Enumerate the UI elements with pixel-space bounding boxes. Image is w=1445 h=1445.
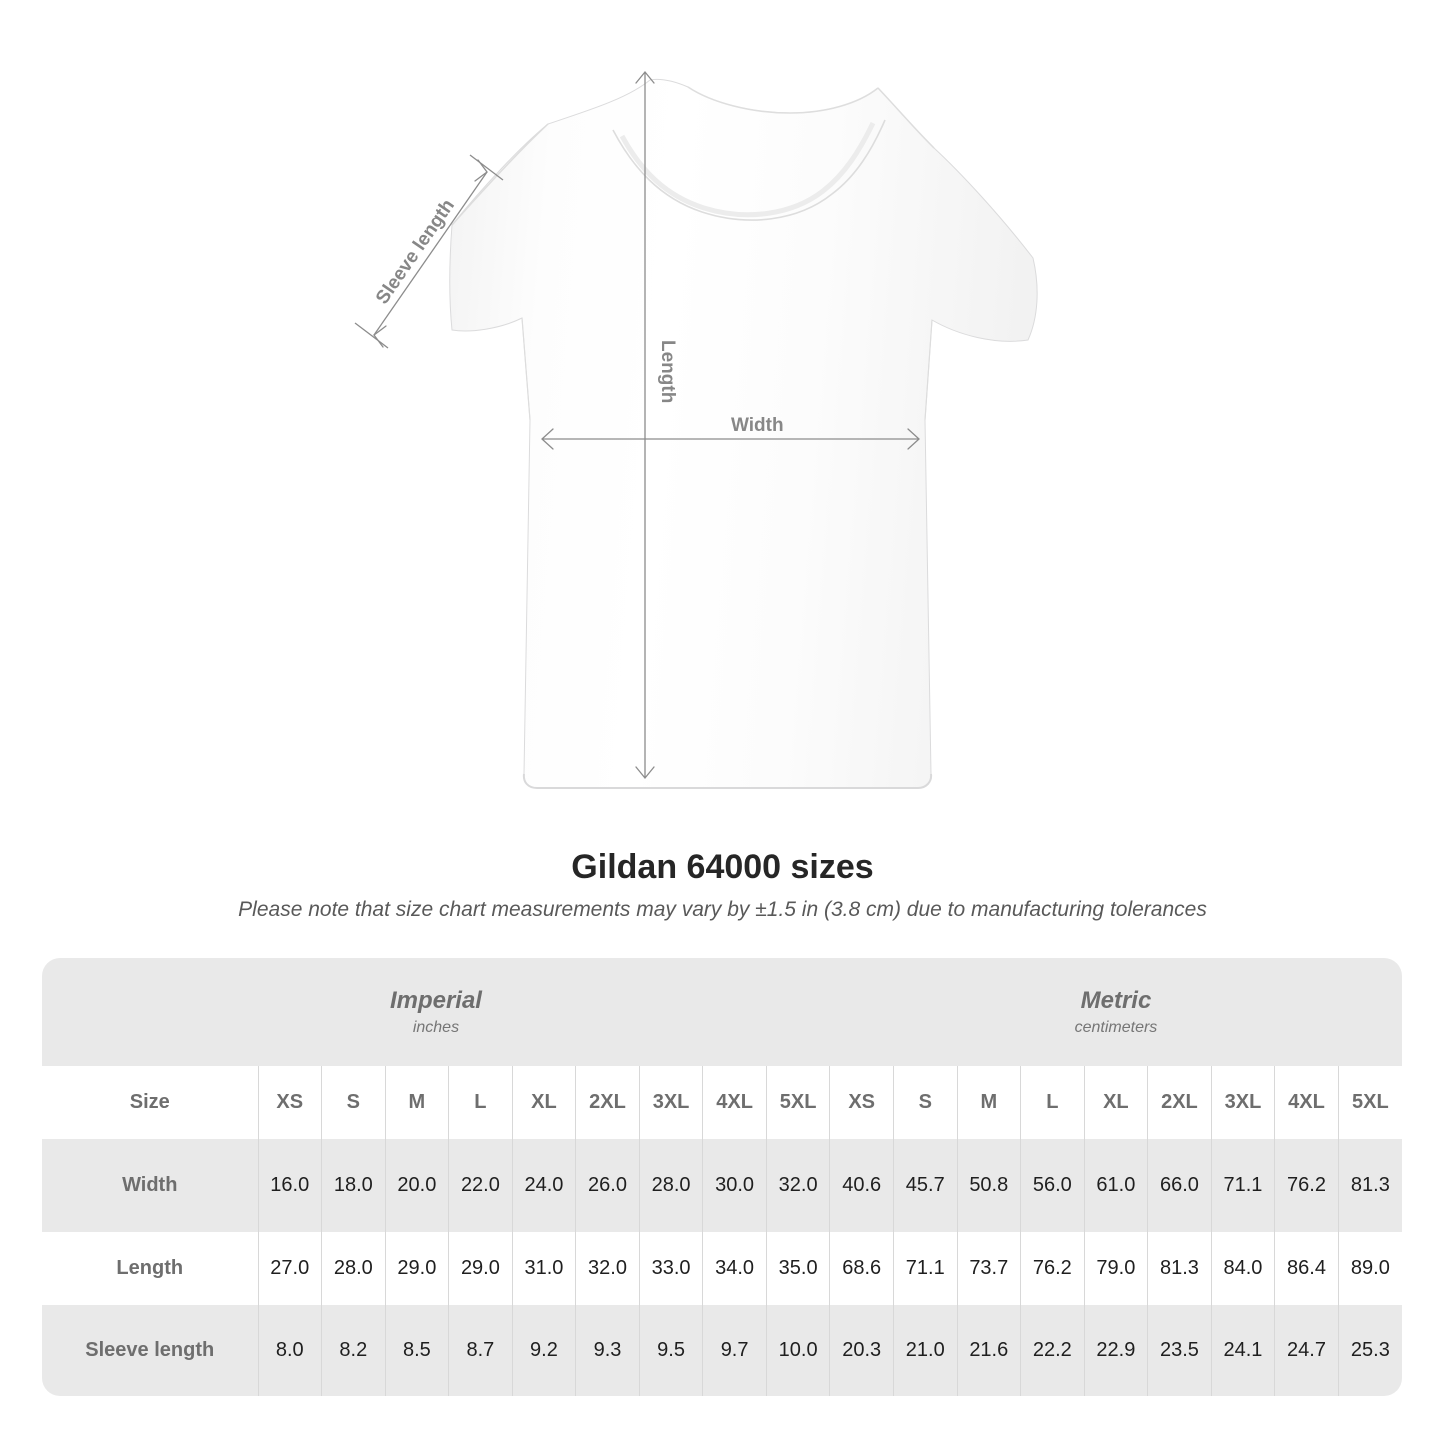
svg-text:Sleeve length: Sleeve length	[372, 196, 459, 309]
svg-text:Length: Length	[657, 340, 678, 403]
svg-text:Width: Width	[731, 415, 784, 436]
